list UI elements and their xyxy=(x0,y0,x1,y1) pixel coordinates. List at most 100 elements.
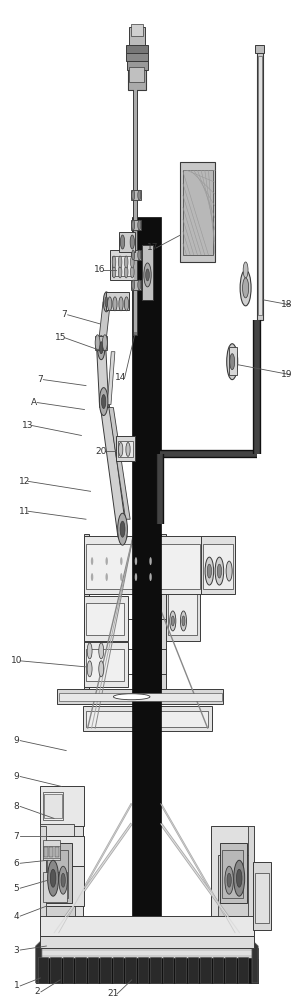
Circle shape xyxy=(99,388,108,416)
Polygon shape xyxy=(100,402,127,537)
Bar xyxy=(86,603,124,635)
Circle shape xyxy=(120,235,125,249)
Bar xyxy=(131,280,141,290)
Ellipse shape xyxy=(114,694,150,700)
Bar xyxy=(131,190,141,200)
Circle shape xyxy=(103,292,110,312)
Circle shape xyxy=(217,564,222,578)
Circle shape xyxy=(112,256,116,268)
Bar xyxy=(45,855,75,930)
Bar xyxy=(50,847,53,857)
Bar xyxy=(161,534,166,689)
Text: 11: 11 xyxy=(19,507,30,516)
Bar xyxy=(40,916,254,936)
Text: 1: 1 xyxy=(14,981,19,990)
Bar xyxy=(258,56,262,315)
Circle shape xyxy=(120,573,122,581)
Bar xyxy=(131,24,143,36)
Circle shape xyxy=(120,521,125,537)
Bar xyxy=(57,689,223,704)
Bar xyxy=(40,826,46,916)
Circle shape xyxy=(120,557,122,565)
Bar xyxy=(106,292,129,310)
Bar xyxy=(43,846,60,858)
Bar xyxy=(213,957,223,983)
Bar xyxy=(255,45,264,53)
Circle shape xyxy=(119,442,123,456)
Circle shape xyxy=(124,266,128,278)
Polygon shape xyxy=(98,302,110,352)
Text: 7: 7 xyxy=(37,375,43,384)
Circle shape xyxy=(91,557,93,565)
Circle shape xyxy=(106,557,108,565)
Bar xyxy=(110,250,136,280)
Text: 10: 10 xyxy=(11,656,22,665)
Bar xyxy=(200,957,211,983)
Bar xyxy=(88,957,98,983)
Bar xyxy=(129,67,144,82)
Bar xyxy=(188,957,198,983)
Circle shape xyxy=(149,573,152,581)
Circle shape xyxy=(170,611,176,631)
Bar xyxy=(181,162,215,262)
Circle shape xyxy=(126,442,130,456)
Circle shape xyxy=(225,866,233,894)
Bar xyxy=(43,872,67,902)
Bar xyxy=(100,957,111,983)
Polygon shape xyxy=(97,348,109,408)
Bar xyxy=(55,847,58,857)
Bar xyxy=(118,441,133,457)
Bar xyxy=(125,45,148,53)
Circle shape xyxy=(138,280,141,290)
Circle shape xyxy=(207,564,211,578)
Circle shape xyxy=(138,190,141,200)
Circle shape xyxy=(130,266,134,278)
Bar xyxy=(166,586,200,641)
Text: 6: 6 xyxy=(14,859,19,868)
Bar xyxy=(40,824,74,836)
Bar xyxy=(38,957,48,983)
Circle shape xyxy=(124,297,129,311)
Bar xyxy=(84,642,128,687)
Circle shape xyxy=(138,250,141,260)
Circle shape xyxy=(113,297,117,311)
Circle shape xyxy=(237,869,242,887)
Circle shape xyxy=(106,573,108,581)
Bar xyxy=(112,256,134,276)
Bar xyxy=(40,836,84,866)
Text: A: A xyxy=(31,398,37,407)
Circle shape xyxy=(130,256,134,268)
Circle shape xyxy=(95,335,100,351)
Text: 7: 7 xyxy=(14,832,19,841)
Circle shape xyxy=(48,860,58,896)
Bar xyxy=(43,792,62,820)
Bar xyxy=(201,536,235,594)
Text: 15: 15 xyxy=(55,333,67,342)
Bar xyxy=(119,232,135,252)
Circle shape xyxy=(135,557,137,565)
Text: 4: 4 xyxy=(14,912,19,921)
Text: 5: 5 xyxy=(14,884,19,893)
Bar xyxy=(225,957,236,983)
Circle shape xyxy=(132,280,135,290)
Circle shape xyxy=(50,869,56,887)
Text: 14: 14 xyxy=(115,373,127,382)
Text: 2: 2 xyxy=(35,987,40,996)
Bar xyxy=(84,534,89,689)
Bar xyxy=(163,957,173,983)
Circle shape xyxy=(124,256,128,268)
Circle shape xyxy=(227,873,231,887)
Text: 12: 12 xyxy=(19,477,30,486)
Circle shape xyxy=(226,561,232,581)
Bar xyxy=(183,170,213,255)
Circle shape xyxy=(87,661,92,677)
Circle shape xyxy=(230,354,235,370)
Circle shape xyxy=(234,860,245,896)
Circle shape xyxy=(240,270,251,306)
Circle shape xyxy=(105,297,108,307)
Bar xyxy=(229,347,237,375)
Bar xyxy=(168,593,197,635)
Bar xyxy=(203,544,233,589)
Text: 20: 20 xyxy=(95,447,107,456)
Bar xyxy=(113,957,123,983)
